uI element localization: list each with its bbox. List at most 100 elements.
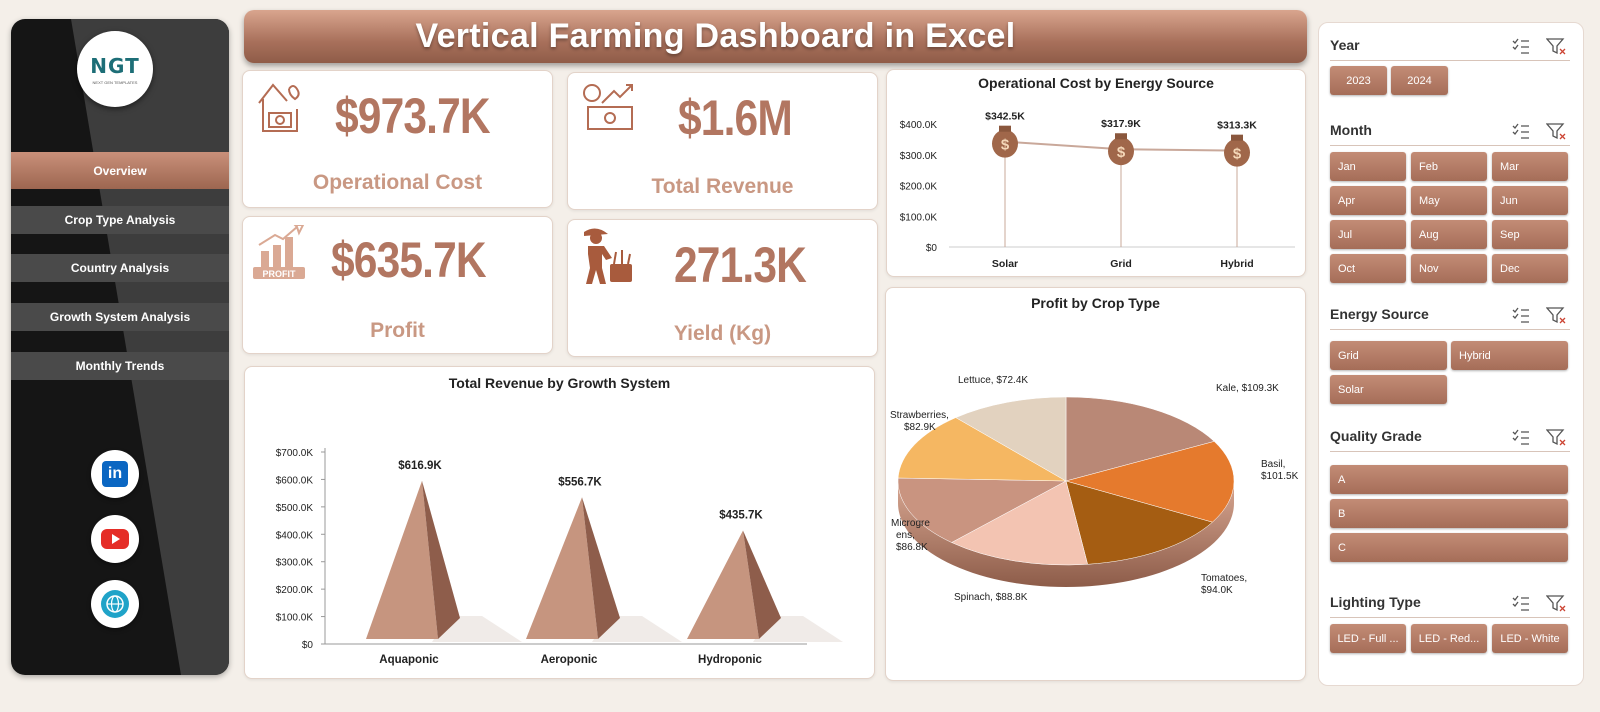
growth-chart-card: Total Revenue by Growth System $0 $100.0K…	[244, 366, 875, 679]
multi-select-icon[interactable]	[1511, 428, 1531, 446]
nav-monthly-trends[interactable]: Monthly Trends	[11, 352, 229, 380]
money-bag-body	[1224, 138, 1250, 167]
multi-select-icon[interactable]	[1511, 122, 1531, 140]
money-bag-body	[1108, 137, 1134, 166]
slicer-divider	[1330, 60, 1570, 61]
y-tick-label: $200.0K	[900, 182, 938, 193]
linkedin-button[interactable]: in	[91, 450, 139, 498]
bar-side	[582, 497, 620, 639]
nav-crop-type-analysis[interactable]: Crop Type Analysis	[11, 206, 229, 234]
revenue-icon	[583, 84, 633, 130]
slicer-option[interactable]: LED - White	[1492, 624, 1568, 653]
slicer-option[interactable]: Grid	[1330, 341, 1447, 370]
kpi-value: 271.3K	[674, 237, 807, 293]
x-tick-label: Aeroponic	[541, 654, 598, 666]
y-tick-label: $300.0K	[276, 558, 314, 569]
chart-title: Profit by Crop Type	[1031, 295, 1160, 311]
data-label: $435.7K	[719, 509, 763, 521]
data-label: $556.7K	[558, 476, 602, 488]
slicer-divider	[1330, 451, 1570, 452]
website-button[interactable]	[91, 580, 139, 628]
data-label: $616.9K	[398, 460, 442, 472]
kpi-total-revenue: $1.6M Total Revenue	[567, 72, 878, 210]
nav-growth-system-analysis[interactable]: Growth System Analysis	[11, 303, 229, 331]
money-bag-neck	[1115, 133, 1127, 140]
energy-chart-card: Operational Cost by Energy Source $0 $100…	[886, 69, 1306, 277]
slicer-title-energy: Energy Source	[1330, 306, 1429, 322]
slicer-option[interactable]: 2023	[1330, 66, 1387, 95]
pie-slice	[897, 477, 1067, 543]
slicer-option[interactable]: Mar	[1492, 152, 1568, 181]
slicer-option[interactable]: Sep	[1492, 220, 1568, 249]
y-tick-label: $0	[926, 243, 938, 254]
slicer-option[interactable]: Solar	[1330, 375, 1447, 404]
label-basil-2: $101.5K	[1261, 471, 1299, 482]
slicer-divider	[1330, 329, 1570, 330]
slicer-option[interactable]: A	[1330, 465, 1568, 494]
page-title: Vertical Farming Dashboard in Excel	[415, 17, 1016, 55]
money-bag-symbol: $	[1233, 146, 1242, 163]
pie-slice	[1065, 480, 1213, 565]
slicer-option[interactable]: Jul	[1330, 220, 1406, 249]
bar-side	[422, 480, 460, 639]
profit-icon: PROFIT	[253, 225, 305, 279]
slicer-option[interactable]: Jun	[1492, 186, 1568, 215]
label-micro-1: Microgre	[891, 518, 930, 529]
clear-filter-icon[interactable]	[1546, 306, 1566, 324]
clear-filter-icon[interactable]	[1546, 594, 1566, 612]
multi-select-icon[interactable]	[1511, 37, 1531, 55]
kpi-profit: PROFIT $635.7K Profit	[242, 216, 553, 354]
data-label: $342.5K	[985, 111, 1025, 123]
slicer-option[interactable]: Oct	[1330, 254, 1406, 283]
clear-filter-icon[interactable]	[1546, 37, 1566, 55]
pie-slice	[897, 417, 1067, 482]
slicer-title-month: Month	[1330, 122, 1372, 138]
slicer-option[interactable]: Dec	[1492, 254, 1568, 283]
company-logo[interactable]: NGT NEXT GEN TEMPLATES	[77, 31, 153, 107]
slicer-option[interactable]: Feb	[1411, 152, 1487, 181]
slicer-option[interactable]: LED - Red...	[1411, 624, 1487, 653]
slicer-divider	[1330, 145, 1570, 146]
data-label: $313.3K	[1217, 120, 1257, 132]
slicer-option[interactable]: Jan	[1330, 152, 1406, 181]
slicer-option[interactable]: 2024	[1391, 66, 1448, 95]
y-tick-label: $100.0K	[900, 212, 938, 223]
multi-select-icon[interactable]	[1511, 594, 1531, 612]
slicer-option[interactable]: B	[1330, 499, 1568, 528]
linkedin-icon-text: in	[107, 465, 123, 482]
slicer-option[interactable]: LED - Full ...	[1330, 624, 1406, 653]
label-spinach: Spinach, $88.8K	[954, 592, 1028, 603]
label-micro-3: $86.8K	[896, 542, 928, 553]
label-micro-2: ens,	[896, 530, 915, 541]
slicer-option[interactable]: Nov	[1411, 254, 1487, 283]
slicer-option[interactable]: Hybrid	[1451, 341, 1568, 370]
y-tick-label: $400.0K	[276, 530, 314, 541]
chart-title: Operational Cost by Energy Source	[978, 75, 1214, 91]
clear-filter-icon[interactable]	[1546, 122, 1566, 140]
slicer-panel: Year 2023 2024 Month Jan Feb Mar Apr May…	[1318, 22, 1584, 686]
kpi-label: Operational Cost	[312, 171, 483, 194]
dashboard-header: Vertical Farming Dashboard in Excel	[244, 10, 1307, 63]
slicer-option[interactable]: May	[1411, 186, 1487, 215]
multi-select-icon[interactable]	[1511, 306, 1531, 324]
kpi-value: $1.6M	[678, 90, 793, 146]
slicer-option[interactable]: C	[1330, 533, 1568, 562]
x-tick-label: Hydroponic	[698, 654, 762, 666]
clear-filter-icon[interactable]	[1546, 428, 1566, 446]
linkedin-icon: in	[102, 461, 128, 487]
slicer-option[interactable]: Aug	[1411, 220, 1487, 249]
energy-chart: $0 $100.0K $200.0K $300.0K $400.0K $ $342.5K So…	[900, 111, 1295, 270]
nav-country-analysis[interactable]: Country Analysis	[11, 254, 229, 282]
crop-chart-card: Profit by Crop Type Kale, $109.3K Basil,…	[885, 287, 1306, 681]
youtube-button[interactable]	[91, 515, 139, 563]
logo-subtext: NEXT GEN TEMPLATES	[92, 79, 138, 85]
slicer-option[interactable]: Apr	[1330, 186, 1406, 215]
kpi-value: $973.7K	[335, 88, 491, 144]
pie-slice	[955, 396, 1067, 482]
pie-slice	[1065, 396, 1215, 482]
nav-overview[interactable]: Overview	[11, 152, 229, 189]
bar	[526, 497, 598, 639]
kpi-yield: 271.3K Yield (Kg)	[567, 219, 878, 357]
label-strawberries-2: $82.9K	[904, 422, 936, 433]
label-tomatoes-2: $94.0K	[1201, 585, 1233, 596]
